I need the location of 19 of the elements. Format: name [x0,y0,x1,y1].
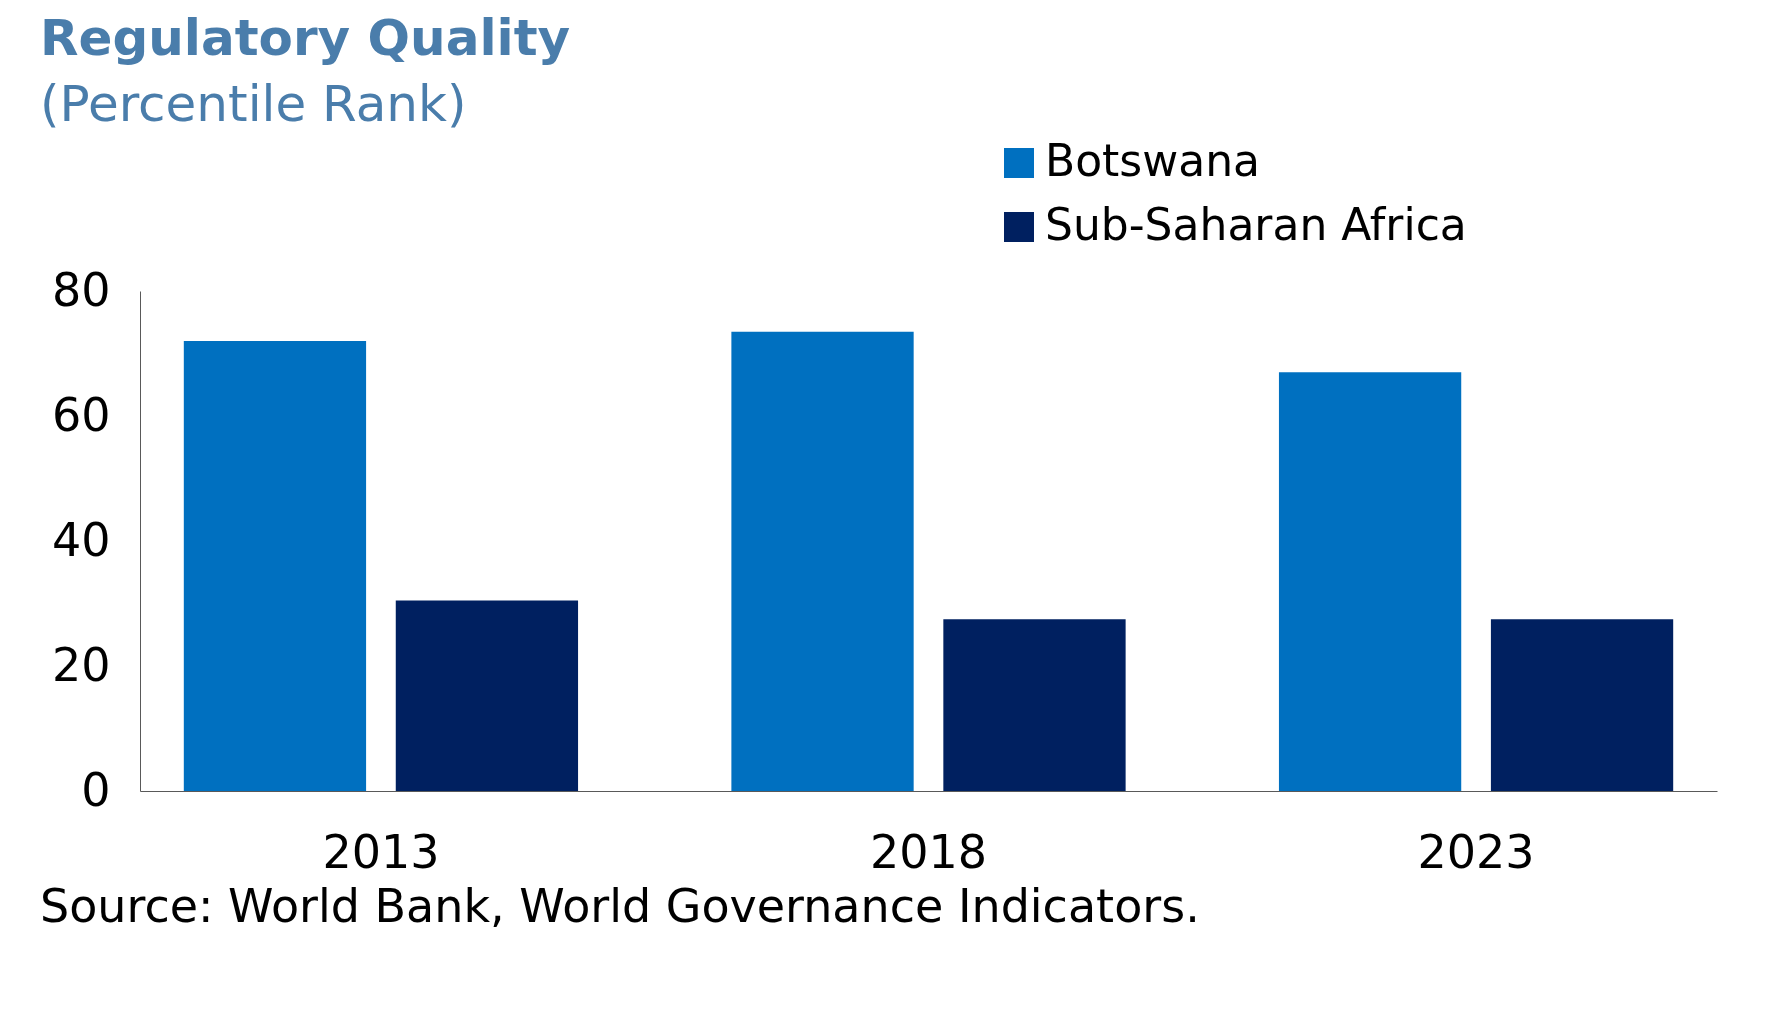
x-tick-label: 2013 [322,824,440,879]
source-note: Source: World Bank, World Governance Indicators. [40,879,1200,933]
legend-label: Botswana [1045,135,1261,186]
chart-subtitle: (Percentile Rank) [40,75,467,133]
y-tick-label: 40 [51,512,111,567]
x-tick-label: 2018 [869,824,988,879]
bar [183,341,367,791]
y-tick-label: 20 [51,637,111,692]
chart-title: Regulatory Quality [40,9,571,67]
y-tick-label: 60 [51,387,111,442]
bar [943,619,1126,791]
bar [395,600,579,791]
y-tick-label: 80 [51,262,111,317]
bar [1490,619,1674,791]
bar [1278,372,1462,791]
bar [731,331,914,791]
y-tick-label: 0 [81,762,111,817]
x-tick-label: 2023 [1417,824,1535,879]
legend-label: Sub-Saharan Africa [1045,199,1467,250]
